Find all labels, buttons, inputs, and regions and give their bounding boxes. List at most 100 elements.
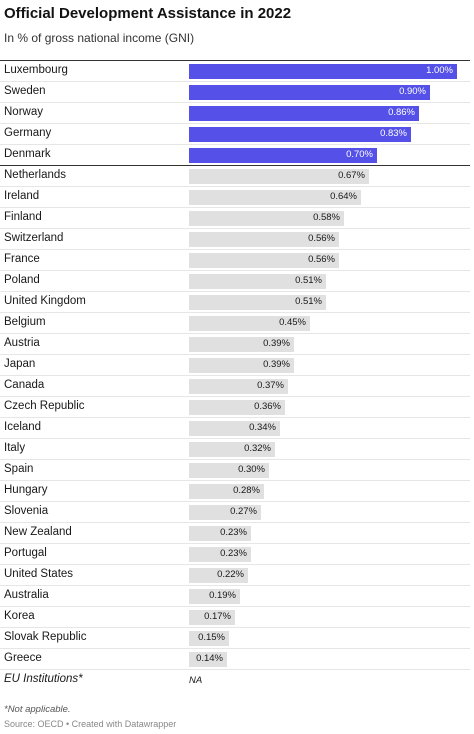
bar-row: New Zealand 0.23% — [0, 523, 470, 544]
value-label: 0.22% — [217, 569, 244, 580]
bar — [189, 547, 251, 562]
bar — [189, 85, 430, 100]
bar-row: France 0.56% — [0, 250, 470, 271]
value-label: 0.58% — [313, 212, 340, 223]
value-label: 0.14% — [196, 653, 223, 664]
category-label: Finland — [4, 211, 42, 223]
value-label: 0.34% — [249, 422, 276, 433]
bar-row: Poland 0.51% — [0, 271, 470, 292]
bar — [189, 442, 275, 457]
bar-row: United States 0.22% — [0, 565, 470, 586]
bar-row: Denmark 0.70% — [0, 145, 470, 166]
bar — [189, 232, 339, 247]
category-label: Slovak Republic — [4, 631, 87, 643]
chart-title: Official Development Assistance in 2022 — [4, 5, 292, 22]
category-label: Japan — [4, 358, 36, 370]
category-label: Czech Republic — [4, 400, 85, 412]
bar-row: Greece 0.14% — [0, 649, 470, 670]
bar — [189, 64, 457, 79]
value-label: 0.86% — [388, 107, 415, 118]
value-label: 0.83% — [380, 128, 407, 139]
bar — [189, 358, 294, 373]
bar — [189, 505, 261, 520]
value-label: 0.37% — [257, 380, 284, 391]
value-label: 0.27% — [230, 506, 257, 517]
footnote: *Not applicable. — [4, 704, 71, 715]
bar-row: Belgium 0.45% — [0, 313, 470, 334]
bar — [189, 631, 229, 646]
value-label: 0.15% — [198, 632, 225, 643]
bar — [189, 610, 235, 625]
bar — [189, 127, 411, 142]
category-label: France — [4, 253, 40, 265]
source-line: Source: OECD • Created with Datawrapper — [4, 719, 177, 729]
category-label: New Zealand — [4, 526, 72, 538]
category-label: Switzerland — [4, 232, 64, 244]
value-label: 0.39% — [263, 359, 290, 370]
category-label: Korea — [4, 610, 35, 622]
bar — [189, 484, 264, 499]
bar — [189, 652, 227, 667]
group-separator — [0, 165, 470, 166]
bar-row: Hungary 0.28% — [0, 481, 470, 502]
category-label: Hungary — [4, 484, 48, 496]
value-label-na: NA — [189, 675, 203, 686]
value-label: 0.17% — [204, 611, 231, 622]
bar-row: Finland 0.58% — [0, 208, 470, 229]
value-label: 1.00% — [426, 65, 453, 76]
value-label: 0.39% — [263, 338, 290, 349]
bar-row: Austria 0.39% — [0, 334, 470, 355]
bar-row: Australia 0.19% — [0, 586, 470, 607]
bar — [189, 148, 377, 163]
bar-row: EU Institutions* NA — [0, 670, 470, 691]
category-label: Norway — [4, 106, 43, 118]
bar-row: Iceland 0.34% — [0, 418, 470, 439]
value-label: 0.23% — [220, 548, 247, 559]
bar — [189, 190, 361, 205]
bar-row: Sweden 0.90% — [0, 82, 470, 103]
bar-row: Czech Republic 0.36% — [0, 397, 470, 418]
category-label: Sweden — [4, 85, 46, 97]
category-label: EU Institutions* — [4, 673, 83, 685]
bar-row: Germany 0.83% — [0, 124, 470, 145]
value-label: 0.70% — [346, 149, 373, 160]
bar-row: Ireland 0.64% — [0, 187, 470, 208]
bar — [189, 106, 419, 121]
bar — [189, 463, 269, 478]
chart-subtitle: In % of gross national income (GNI) — [4, 31, 195, 45]
category-label: Poland — [4, 274, 40, 286]
bar-row: United Kingdom 0.51% — [0, 292, 470, 313]
bar — [189, 400, 285, 415]
top-rule — [0, 60, 470, 61]
value-label: 0.67% — [338, 170, 365, 181]
bar-row: Portugal 0.23% — [0, 544, 470, 565]
bar — [189, 337, 294, 352]
value-label: 0.28% — [233, 485, 260, 496]
bar-row: Luxembourg 1.00% — [0, 61, 470, 82]
category-label: Germany — [4, 127, 52, 139]
bar-row: Switzerland 0.56% — [0, 229, 470, 250]
bar — [189, 589, 240, 604]
category-label: Greece — [4, 652, 42, 664]
category-label: Spain — [4, 463, 34, 475]
category-label: Luxembourg — [4, 64, 68, 76]
category-label: Canada — [4, 379, 45, 391]
category-label: Austria — [4, 337, 40, 349]
bar — [189, 274, 326, 289]
bar-row: Netherlands 0.67% — [0, 166, 470, 187]
bar-row: Spain 0.30% — [0, 460, 470, 481]
value-label: 0.51% — [295, 296, 322, 307]
category-label: United Kingdom — [4, 295, 86, 307]
bar — [189, 526, 251, 541]
value-label: 0.36% — [254, 401, 281, 412]
category-label: Slovenia — [4, 505, 49, 517]
bar-row: Korea 0.17% — [0, 607, 470, 628]
category-label: Ireland — [4, 190, 40, 202]
category-label: Denmark — [4, 148, 51, 160]
value-label: 0.64% — [330, 191, 357, 202]
bar — [189, 211, 344, 226]
bar-row: Slovak Republic 0.15% — [0, 628, 470, 649]
value-label: 0.32% — [244, 443, 271, 454]
category-label: Netherlands — [4, 169, 67, 181]
